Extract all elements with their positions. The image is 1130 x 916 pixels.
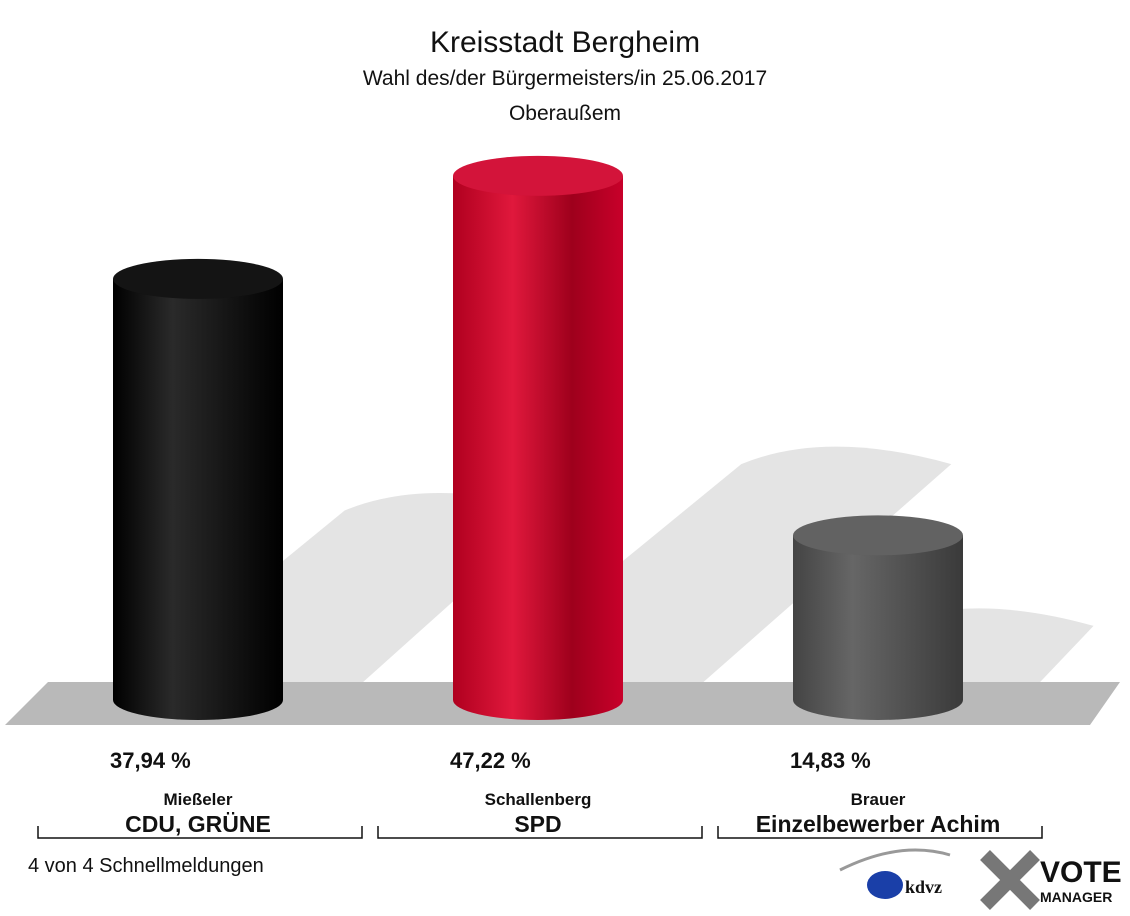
bar-top-shade <box>793 515 963 556</box>
logo: kdvz VOTE MANAGER <box>839 848 1122 910</box>
bar-top-shade <box>113 258 283 299</box>
logo-text: MANAGER <box>1040 889 1112 905</box>
logo-swoosh <box>839 848 951 872</box>
bar-top <box>793 515 963 556</box>
bar <box>793 515 963 720</box>
party-label: Einzelbewerber Achim <box>756 811 1001 837</box>
category-label: Schallenberg <box>485 790 592 809</box>
chart-subtitle: Oberaußem <box>509 102 621 125</box>
bar-body <box>793 535 963 720</box>
category-label: Mießeler <box>164 790 233 809</box>
bar-body <box>453 175 623 720</box>
value-label: 14,83 % <box>790 748 871 773</box>
value-label: 47,22 % <box>450 748 531 773</box>
logo-cross <box>980 850 1040 910</box>
chart-subtitle: Wahl des/der Bürgermeisters/in 25.06.201… <box>363 67 767 90</box>
logo-globe <box>867 871 903 899</box>
footnote: 4 von 4 Schnellmeldungen <box>28 855 264 877</box>
bracket <box>37 826 363 839</box>
value-label: 37,94 % <box>110 748 191 773</box>
logo-text: kdvz <box>905 877 942 897</box>
bar-top <box>113 258 283 299</box>
bracket <box>377 826 703 839</box>
bar-top <box>453 155 623 196</box>
chart-title: Kreisstadt Bergheim <box>430 26 700 59</box>
bars: 37,94 % Mießeler CDU, GRÜNE 47,22 % Schallen… <box>37 155 1043 839</box>
category-label: Brauer <box>851 790 906 809</box>
logo-text: VOTE <box>1040 856 1122 889</box>
party-label: CDU, GRÜNE <box>125 811 271 837</box>
bracket <box>717 826 1043 839</box>
bar-body <box>113 278 283 720</box>
bar <box>453 155 623 720</box>
party-label: SPD <box>514 811 561 837</box>
bar <box>113 258 283 720</box>
bar-top-shade <box>453 155 623 196</box>
